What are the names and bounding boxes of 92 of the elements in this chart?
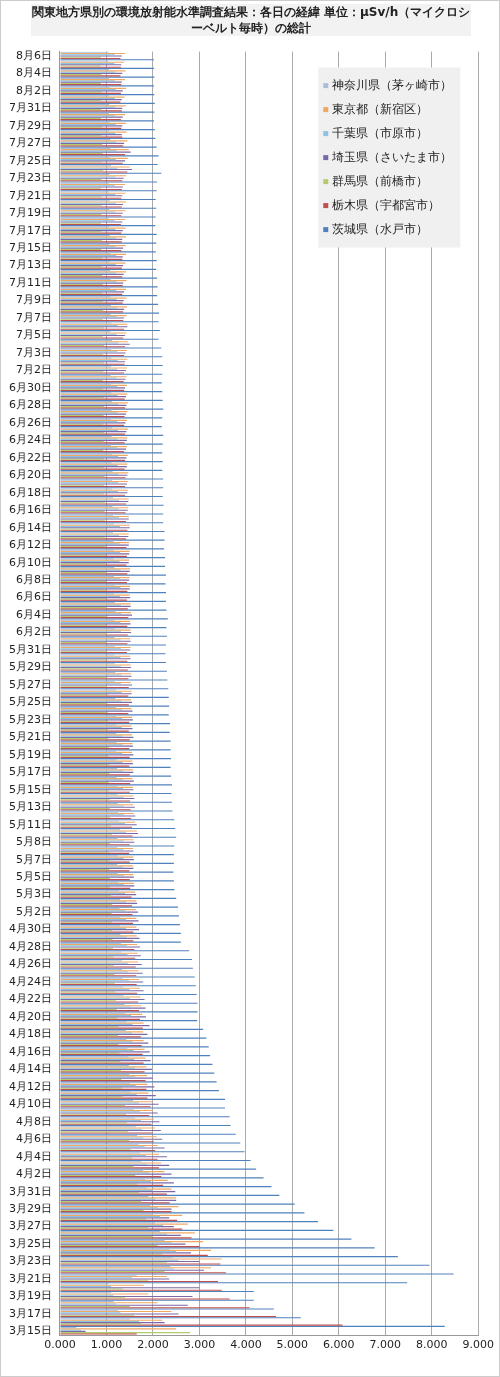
- y-tick-label: 5月7日: [16, 852, 52, 866]
- y-tick-label: 4月10日: [9, 1097, 52, 1111]
- x-tick-label: 6.000: [323, 1338, 355, 1352]
- y-tick-label: 4月2日: [16, 1167, 52, 1181]
- y-tick-label: 5月2日: [16, 904, 52, 918]
- y-tick-label: 6月6日: [16, 590, 52, 604]
- y-tick-label: 4月6日: [16, 1132, 52, 1146]
- y-tick-label: 7月5日: [16, 328, 52, 342]
- y-tick-label: 4月22日: [9, 992, 52, 1006]
- x-tick-label: 2.000: [137, 1338, 169, 1352]
- y-tick-label: 7月7日: [16, 310, 52, 324]
- y-tick-label: 7月3日: [16, 345, 52, 359]
- y-tick-label: 4月30日: [9, 922, 52, 936]
- y-tick-label: 5月5日: [16, 870, 52, 884]
- legend-label: 神奈川県（茅ヶ崎市）: [332, 77, 453, 92]
- y-tick-label: 4月12日: [9, 1079, 52, 1093]
- y-tick-label: 5月27日: [9, 677, 52, 691]
- y-tick-label: 6月26日: [9, 415, 52, 429]
- y-tick-label: 5月8日: [16, 835, 52, 849]
- x-tick-label: 7.000: [369, 1338, 402, 1352]
- y-tick-label: 4月14日: [9, 1062, 52, 1076]
- y-tick-label: 5月31日: [9, 642, 52, 656]
- y-tick-label: 8月2日: [16, 83, 52, 97]
- x-tick-label: 0.000: [44, 1338, 76, 1352]
- y-tick-label: 4月16日: [9, 1044, 52, 1058]
- y-tick-label: 4月20日: [9, 1009, 52, 1023]
- x-tick-label: 4.000: [230, 1338, 262, 1352]
- y-tick-label: 6月18日: [9, 485, 52, 499]
- y-tick-label: 6月24日: [9, 433, 52, 447]
- y-tick-label: 6月8日: [16, 572, 52, 586]
- y-tick-label: 5月11日: [9, 817, 52, 831]
- y-tick-label: 5月25日: [9, 695, 52, 709]
- x-tick-label: 1.000: [90, 1338, 123, 1352]
- y-tick-label: 4月18日: [9, 1027, 52, 1041]
- x-tick-label: 8.000: [416, 1338, 448, 1352]
- y-tick-label: 6月20日: [9, 468, 52, 482]
- y-tick-label: 3月25日: [9, 1236, 52, 1250]
- y-tick-label: 4月24日: [9, 974, 52, 988]
- y-tick-label: 5月23日: [9, 712, 52, 726]
- y-tick-label: 6月16日: [9, 503, 52, 517]
- y-tick-label: 7月23日: [9, 171, 52, 185]
- legend-label: 栃木県（宇都宮市）: [332, 197, 441, 212]
- y-tick-label: 6月10日: [9, 555, 52, 569]
- y-tick-label: 3月15日: [9, 1324, 52, 1338]
- y-tick-label: 7月25日: [9, 153, 52, 167]
- y-tick-label: 6月2日: [16, 625, 52, 639]
- x-tick-label: 5.000: [276, 1338, 309, 1352]
- y-tick-label: 6月30日: [9, 380, 52, 394]
- y-tick-label: 4月8日: [16, 1114, 52, 1128]
- y-tick-label: 3月31日: [9, 1184, 52, 1198]
- y-tick-label: 3月29日: [9, 1201, 52, 1215]
- y-tick-label: 3月21日: [9, 1271, 52, 1285]
- y-tick-label: 5月17日: [9, 765, 52, 779]
- legend-label: 東京都（新宿区）: [332, 101, 429, 116]
- y-tick-label: 5月13日: [9, 800, 52, 814]
- x-tick-label: 3.000: [183, 1338, 216, 1352]
- y-tick-label: 4月28日: [9, 939, 52, 953]
- y-tick-label: 3月17日: [9, 1306, 52, 1320]
- y-tick-label: 6月12日: [9, 538, 52, 552]
- y-tick-label: 5月15日: [9, 782, 52, 796]
- legend-label: 茨城県（水戸市）: [332, 221, 429, 236]
- y-tick-label: 5月3日: [16, 887, 52, 901]
- y-tick-label: 4月26日: [9, 957, 52, 971]
- legend-label: 群馬県（前橋市）: [332, 173, 429, 188]
- y-tick-label: 7月31日: [9, 101, 52, 115]
- y-tick-label: 3月23日: [9, 1254, 52, 1268]
- y-tick-label: 7月27日: [9, 136, 52, 150]
- y-tick-label: 7月9日: [16, 293, 52, 307]
- y-tick-label: 7月29日: [9, 118, 52, 132]
- y-tick-label: 7月19日: [9, 206, 52, 220]
- y-tick-label: 8月6日: [16, 48, 52, 62]
- y-tick-label: 3月19日: [9, 1289, 52, 1303]
- y-tick-label: 7月15日: [9, 241, 52, 255]
- y-tick-label: 5月29日: [9, 660, 52, 674]
- legend-label: 千葉県（市原市）: [332, 125, 429, 140]
- y-tick-label: 4月4日: [16, 1149, 52, 1163]
- y-tick-label: 5月19日: [9, 747, 52, 761]
- y-tick-label: 7月17日: [9, 223, 52, 237]
- y-tick-label: 3月27日: [9, 1219, 52, 1233]
- y-tick-label: 7月13日: [9, 258, 52, 272]
- y-tick-label: 7月11日: [9, 275, 52, 289]
- chart-title: 関東地方県別の環境放射能水準調査結果：各日の経緯 単位：μSv/h（マイクロシーベルト毎時）の総計: [31, 4, 471, 36]
- y-tick-label: 7月2日: [16, 363, 52, 377]
- y-tick-label: 6月4日: [16, 607, 52, 621]
- y-tick-label: 5月21日: [9, 730, 52, 744]
- x-tick-label: 9.000: [462, 1338, 494, 1352]
- legend-label: 埼玉県（さいたま市）: [331, 149, 453, 164]
- y-tick-label: 6月22日: [9, 450, 52, 464]
- y-tick-label: 6月28日: [9, 398, 52, 412]
- y-tick-label: 6月14日: [9, 520, 52, 534]
- y-tick-label: 8月4日: [16, 66, 52, 80]
- y-tick-label: 7月21日: [9, 188, 52, 202]
